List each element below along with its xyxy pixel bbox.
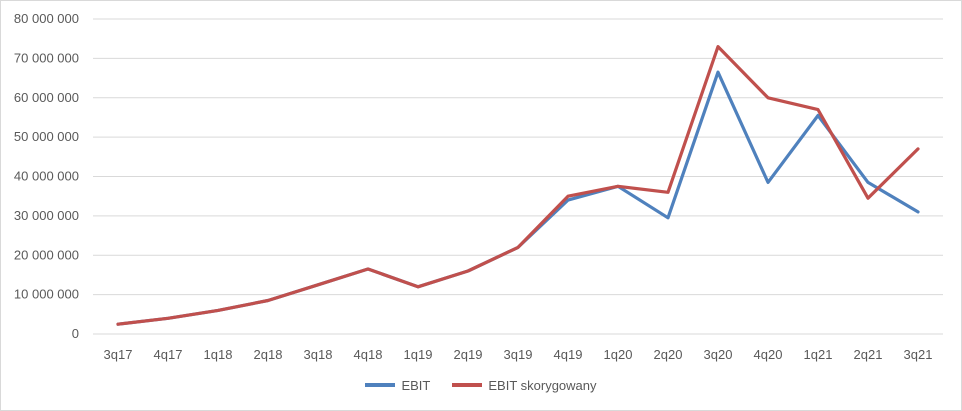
legend-label: EBIT: [401, 377, 431, 393]
x-tick-label: 1q21: [804, 347, 833, 362]
legend-swatch: [365, 383, 396, 387]
series-line-ebit: [116, 70, 920, 326]
x-tick-label: 4q18: [354, 347, 383, 362]
x-tick-label: 1q19: [404, 347, 433, 362]
x-tick-label: 4q20: [754, 347, 783, 362]
x-tick-label: 1q18: [204, 347, 233, 362]
y-tick-label: 10 000 000: [14, 287, 79, 302]
y-tick-label: 20 000 000: [14, 247, 79, 262]
x-tick-label: 3q21: [904, 347, 933, 362]
y-tick-label: 0: [72, 326, 79, 341]
y-tick-label: 70 000 000: [14, 50, 79, 65]
x-tick-label: 4q17: [154, 347, 183, 362]
legend-item: EBIT skorygowany: [452, 377, 597, 393]
x-tick-label: 2q19: [454, 347, 483, 362]
legend-label: EBIT skorygowany: [488, 377, 597, 393]
series-line-ebit-skorygowany: [116, 44, 920, 326]
x-tick-label: 2q21: [854, 347, 883, 362]
x-tick-label: 3q20: [704, 347, 733, 362]
legend-item: EBIT: [365, 378, 430, 393]
x-tick-label: 3q18: [304, 347, 333, 362]
y-tick-label: 40 000 000: [14, 169, 79, 184]
x-tick-label: 2q20: [654, 347, 683, 362]
legend-swatch: [452, 383, 483, 387]
y-tick-label: 80 000 000: [14, 11, 79, 26]
y-tick-label: 50 000 000: [14, 129, 79, 144]
legend: EBIT EBIT skorygowany: [1, 375, 961, 395]
x-tick-label: 3q19: [504, 347, 533, 362]
x-tick-label: 2q18: [254, 347, 283, 362]
x-tick-label: 3q17: [104, 347, 133, 362]
x-tick-label: 4q19: [554, 347, 583, 362]
x-tick-label: 1q20: [604, 347, 633, 362]
y-tick-label: 60 000 000: [14, 90, 79, 105]
y-tick-label: 30 000 000: [14, 208, 79, 223]
